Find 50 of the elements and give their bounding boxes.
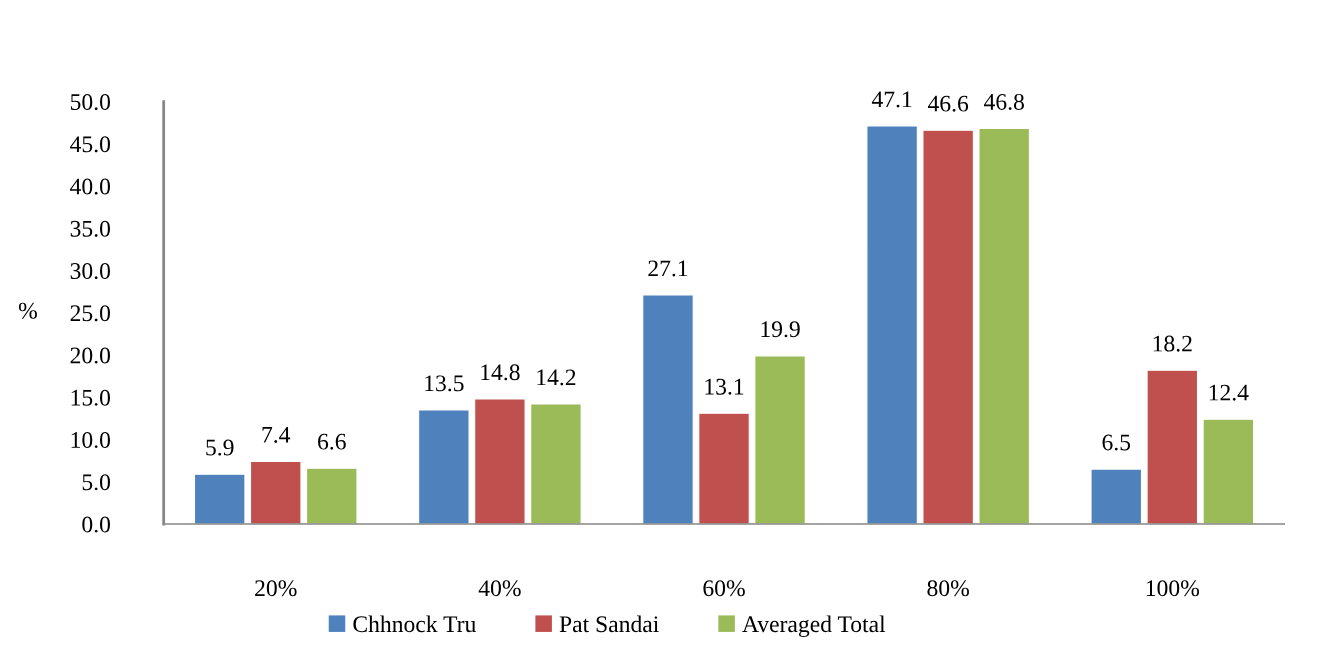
bar [1146,369,1199,524]
bar [418,409,470,524]
y-axis-title: % [18,302,37,319]
bar [1202,418,1255,524]
y-tick-label: 25.0 [70,305,110,322]
data-label: 27.1 [648,260,688,277]
bar [642,294,694,524]
y-tick-label: 50.0 [70,94,110,111]
y-tick-label: 0.0 [82,516,110,533]
data-label: 6.5 [1102,434,1131,451]
data-label: 46.6 [927,95,969,112]
legend-label: Pat Sandai [559,615,659,633]
legend-label: Averaged Total [742,615,886,638]
bar [754,355,806,524]
data-label: 7.4 [262,427,291,443]
bar [922,129,974,524]
y-tick-label: 45.0 [70,136,110,153]
data-label: 47.1 [871,91,912,108]
x-tick-label: 20% [255,580,297,597]
bar [306,467,358,524]
bar [698,412,750,524]
data-label: 6.6 [318,433,346,450]
bar [474,398,526,524]
data-label: 12.4 [1209,384,1249,401]
x-tick-label: 100% [1146,580,1200,597]
x-tick-label: 80% [927,580,969,597]
data-label: 14.8 [481,364,520,381]
legend-label: Chhnock Tru [353,615,476,633]
data-label: 19.9 [761,321,800,338]
bar [978,128,1030,524]
data-label: 5.9 [206,439,234,456]
bar [530,403,582,524]
data-label: 18.2 [1153,335,1192,352]
y-tick-label: 5.0 [82,474,110,491]
x-tick-label: 40% [478,580,521,597]
y-tick-label: 10.0 [71,432,110,449]
data-label: 13.5 [425,375,464,392]
y-tick-label: 15.0 [71,389,110,406]
y-tick-label: 30.0 [70,263,110,280]
y-tick-label: 40.0 [70,178,110,195]
bar [193,473,246,524]
data-label: 14.2 [537,369,576,386]
y-tick-label: 35.0 [70,220,110,237]
x-tick-label: 60% [703,580,745,597]
bar [249,460,302,524]
y-tick-label: 20.0 [70,347,110,364]
bar [1090,468,1143,524]
data-label: 13.1 [705,378,744,395]
bar [866,125,918,524]
data-label: 46.8 [983,93,1024,110]
